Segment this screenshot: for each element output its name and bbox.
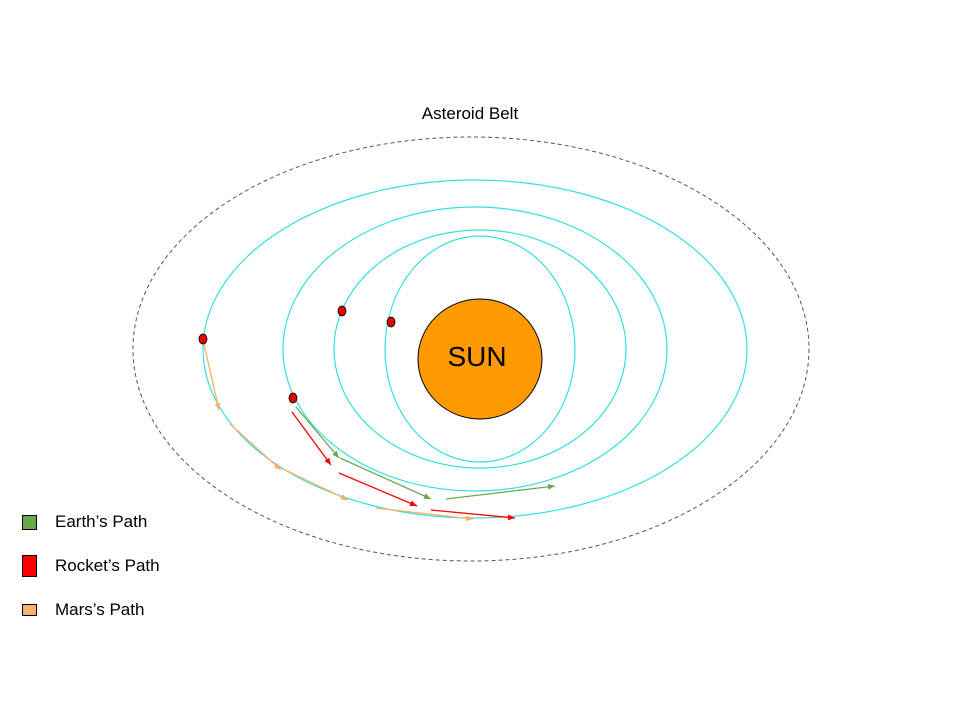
sun xyxy=(417,298,543,420)
mars-path xyxy=(203,343,474,522)
legend-label-mars: Mars’s Path xyxy=(55,600,145,619)
earth-path-arrow xyxy=(295,406,340,459)
asteroid-belt-ring xyxy=(132,136,810,562)
planet-marker-mars xyxy=(198,333,208,345)
mars-path-arrow xyxy=(203,343,221,411)
legend-item-rocket: Rocket’s Path xyxy=(22,552,160,580)
mars-path-swatch-icon xyxy=(22,604,37,616)
rocket-path-arrow xyxy=(291,411,332,466)
orbit-venus xyxy=(333,229,627,469)
mars-path-arrow xyxy=(229,423,282,471)
mars-path-arrow xyxy=(282,468,349,501)
rocket-path xyxy=(291,411,516,521)
earth-path-swatch-icon xyxy=(22,514,37,530)
earth-path-arrow xyxy=(339,457,432,500)
orbit-mercury xyxy=(384,235,576,463)
earth-path xyxy=(295,406,556,500)
planet-marker-venus xyxy=(337,305,347,317)
planet-marker-mercury xyxy=(386,316,396,328)
legend-label-rocket: Rocket’s Path xyxy=(55,556,160,575)
legend-label-earth: Earth’s Path xyxy=(55,512,148,531)
sun-label: SUN xyxy=(447,341,506,372)
rocket-path-arrow xyxy=(430,509,516,521)
legend-item-mars: Mars’s Path xyxy=(22,596,160,624)
legend-item-earth: Earth’s Path xyxy=(22,508,160,536)
legend: Earth’s Path Rocket’s Path Mars’s Path xyxy=(22,508,160,624)
planet-marker-earth xyxy=(288,392,298,404)
asteroid-belt-label: Asteroid Belt xyxy=(422,104,519,123)
earth-path-arrow xyxy=(445,483,556,500)
orbit-mars xyxy=(202,179,748,519)
rocket-path-arrow xyxy=(338,472,418,507)
mars-path-arrow xyxy=(375,507,474,522)
orbit-earth xyxy=(282,206,668,492)
rocket-path-swatch-icon xyxy=(22,555,37,577)
